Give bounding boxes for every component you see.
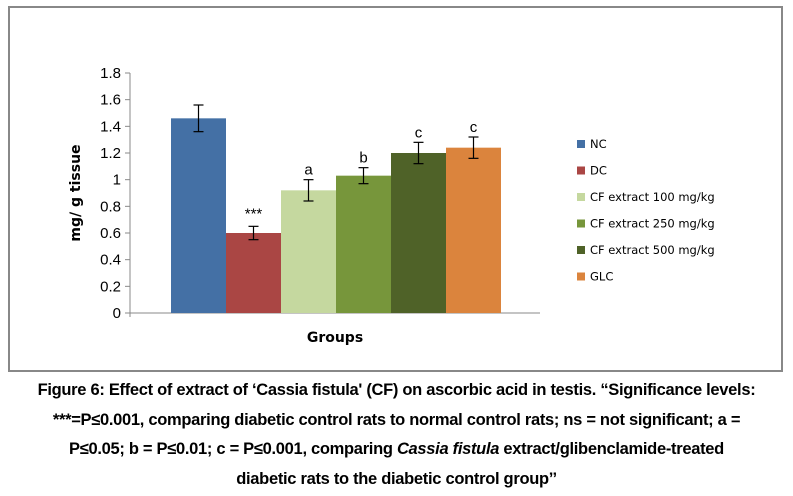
caption-line-2: ***=P≤0.001, comparing diabetic control … — [52, 410, 741, 429]
significance-label: c — [415, 124, 423, 141]
legend-swatch — [577, 246, 585, 254]
bar-cf-extract-500-mg-kg — [391, 153, 446, 313]
caption-text: P≤0.05; b = P≤0.01; c = P≤0.001, compari… — [69, 440, 397, 458]
figure-caption: Figure 6: Effect of extract of ‘Cassia f… — [0, 376, 793, 494]
caption-line-4: diabetic rats to the diabetic control gr… — [236, 469, 557, 488]
legend-label: CF extract 250 mg/kg — [590, 217, 715, 231]
bar-nc — [171, 118, 226, 313]
legend-swatch — [577, 272, 585, 281]
y-tick-label: 0.4 — [100, 252, 121, 269]
y-tick-label: 1.8 — [100, 65, 121, 82]
legend-label: NC — [590, 137, 607, 151]
legend-label: GLC — [590, 270, 613, 284]
caption-species-name: Cassia fistula — [396, 440, 500, 458]
y-tick-label: 0.2 — [100, 278, 121, 295]
caption-line-3: P≤0.05; b = P≤0.01; c = P≤0.001, compari… — [0, 435, 793, 465]
bar-chart: 0 0.2 0.4 0.6 0.8 1 1.2 1.4 1.6 1.8 mg/ g tissue Gr… — [68, 65, 715, 346]
significance-label: a — [304, 162, 313, 179]
bar-glc — [446, 147, 501, 313]
legend-swatch — [577, 140, 585, 148]
caption-line-1: Figure 6: Effect of extract of ‘Cassia f… — [37, 381, 756, 399]
legend-swatch — [577, 166, 585, 175]
legend-label: CF extract 500 mg/kg — [590, 243, 715, 257]
chart-container: 0 0.2 0.4 0.6 0.8 1 1.2 1.4 1.6 1.8 mg/ g tissue Gr… — [8, 6, 783, 372]
y-axis-label: mg/ g tissue — [68, 144, 84, 241]
significance-label: c — [470, 119, 478, 136]
legend-label: CF extract 100 mg/kg — [590, 190, 715, 204]
y-tick-label: 1.2 — [100, 145, 121, 162]
x-axis-label: Groups — [307, 330, 363, 346]
y-tick-label: 0.6 — [100, 225, 121, 242]
significance-label: b — [359, 150, 367, 167]
caption-text: extract/glibenclamide-treated — [499, 440, 724, 458]
legend-swatch — [577, 193, 585, 201]
legend-label: DC — [590, 164, 607, 178]
y-tick-label: 0.8 — [100, 198, 121, 215]
bar-cf-extract-100-mg-kg — [281, 190, 336, 313]
y-tick-label: 1.6 — [100, 92, 121, 109]
significance-label: *** — [245, 205, 263, 222]
bar-cf-extract-250-mg-kg — [336, 175, 391, 313]
y-tick-label: 1.4 — [100, 118, 121, 135]
y-tick-label: 1 — [113, 172, 121, 189]
y-tick-label: 0 — [113, 305, 121, 322]
bar-dc — [226, 233, 281, 313]
legend-swatch — [577, 219, 585, 228]
